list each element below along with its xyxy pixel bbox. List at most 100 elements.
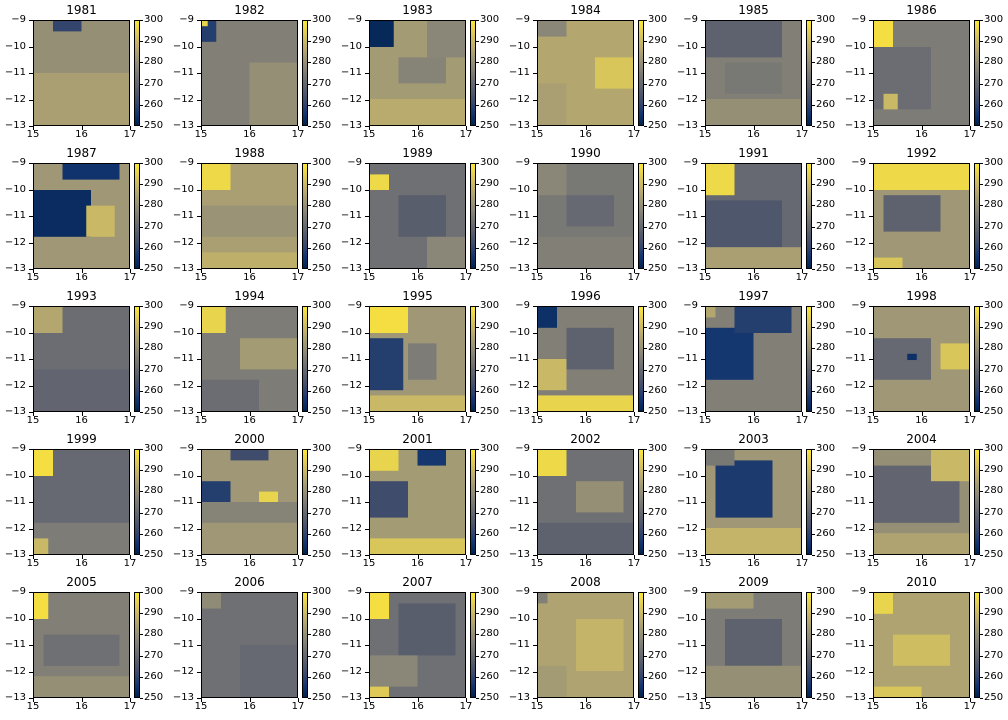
y-tick-label: −9 — [347, 14, 362, 25]
colorbar-tick-mark — [980, 698, 983, 699]
panel-1996: 1996 −9 −10 −11 −12 −13 15 16 17 300 290 280 270 260 2… — [504, 286, 672, 430]
colorbar-tick-label: 300 — [144, 157, 164, 168]
y-tick-mark — [533, 645, 537, 646]
x-tick-label: 15 — [362, 129, 376, 140]
x-tick-mark — [418, 698, 419, 702]
colorbar — [470, 592, 476, 698]
colorbar-tick-mark — [308, 513, 311, 514]
y-tick-label: −13 — [676, 120, 698, 131]
y-tick-mark — [701, 190, 705, 191]
colorbar-tick-label: 300 — [144, 443, 164, 454]
colorbar-tick-mark — [812, 41, 815, 42]
heatmap-cell — [706, 307, 716, 318]
x-tick-label: 15 — [194, 415, 208, 426]
colorbar-tick-mark — [812, 698, 815, 699]
x-tick-mark — [130, 269, 131, 273]
colorbar-tick-mark — [812, 62, 815, 63]
y-tick-label: −10 — [4, 469, 26, 481]
x-tick-label: 16 — [747, 129, 760, 140]
heatmap-cell — [34, 73, 129, 125]
y-tick-label: −9 — [683, 443, 698, 454]
colorbar-tick-label: 280 — [648, 199, 668, 211]
y-tick-label: −9 — [179, 157, 194, 168]
x-tick-mark — [369, 698, 370, 702]
panel-title: 2010 — [906, 575, 937, 589]
colorbar-tick-mark — [812, 592, 815, 593]
heatmap-cell — [874, 47, 931, 110]
colorbar-tick-mark — [140, 412, 143, 413]
colorbar-tick-mark — [140, 513, 143, 514]
y-tick-mark — [701, 386, 705, 387]
colorbar-tick-label: 290 — [648, 35, 668, 47]
colorbar-tick-mark — [644, 698, 647, 699]
colorbar-tick-label: 280 — [480, 342, 500, 354]
colorbar-tick-mark — [812, 491, 815, 492]
y-tick-mark — [197, 555, 201, 556]
colorbar-tick-mark — [308, 656, 311, 657]
colorbar — [974, 20, 980, 126]
colorbar-tick-label: 250 — [984, 692, 1004, 703]
y-tick-label: −11 — [508, 210, 530, 221]
colorbar-tick-label: 290 — [144, 178, 164, 190]
y-tick-mark — [533, 619, 537, 620]
y-tick-label: −11 — [172, 353, 194, 364]
panel-2010: 2010 −9 −10 −11 −12 −13 15 16 17 300 290 280 270 260 2… — [840, 572, 1008, 716]
colorbar-tick-label: 260 — [816, 241, 836, 253]
heatmap-plot — [873, 163, 970, 269]
colorbar-tick-label: 300 — [984, 586, 1004, 597]
x-tick-label: 17 — [459, 129, 473, 140]
y-tick-mark — [533, 502, 537, 503]
y-tick-mark — [197, 216, 201, 217]
y-tick-mark — [29, 20, 33, 21]
colorbar-tick-label: 260 — [312, 241, 332, 253]
y-tick-label: −13 — [4, 120, 26, 131]
heatmap-plot — [33, 449, 130, 555]
colorbar-tick-label: 270 — [144, 506, 164, 518]
colorbar-tick-mark — [140, 306, 143, 307]
y-tick-mark — [365, 73, 369, 74]
colorbar-tick-mark — [308, 613, 311, 614]
y-tick-label: −11 — [508, 639, 530, 650]
colorbar-tick-label: 250 — [312, 692, 332, 703]
y-tick-mark — [197, 190, 201, 191]
x-tick-mark — [970, 269, 971, 273]
heatmap-cell — [706, 528, 801, 554]
colorbar-tick-label: 270 — [984, 506, 1004, 518]
x-tick-mark — [418, 269, 419, 273]
colorbar-tick-label: 260 — [144, 98, 164, 110]
y-tick-label: −11 — [508, 67, 530, 78]
colorbar-tick-label: 300 — [984, 14, 1004, 25]
y-tick-label: −13 — [676, 549, 698, 560]
y-tick-mark — [197, 645, 201, 646]
panel-2005: 2005 −9 −10 −11 −12 −13 15 16 17 300 290 280 270 260 2… — [0, 572, 168, 716]
x-tick-mark — [466, 269, 467, 273]
colorbar-tick-mark — [140, 84, 143, 85]
colorbar-tick-label: 260 — [648, 241, 668, 253]
colorbar-tick-label: 300 — [648, 443, 668, 454]
x-tick-label: 15 — [194, 129, 208, 140]
x-tick-label: 15 — [698, 701, 712, 712]
colorbar-tick-label: 260 — [984, 384, 1004, 396]
colorbar-tick-label: 270 — [480, 363, 500, 375]
heatmap-plot — [201, 592, 298, 698]
colorbar-tick-label: 270 — [648, 363, 668, 375]
x-tick-label: 17 — [963, 129, 977, 140]
x-tick-mark — [586, 126, 587, 130]
x-tick-label: 16 — [915, 272, 928, 283]
y-tick-label: −12 — [340, 236, 362, 248]
panel-1982: 1982 −9 −10 −11 −12 −13 15 16 17 300 290 280 270 260 2… — [168, 0, 336, 144]
heatmap-cell — [370, 450, 399, 471]
y-tick-label: −9 — [851, 586, 866, 597]
x-tick-label: 15 — [362, 701, 376, 712]
x-tick-mark — [201, 269, 202, 273]
y-tick-mark — [29, 555, 33, 556]
y-tick-label: −10 — [676, 469, 698, 481]
heatmap-plot — [369, 449, 466, 555]
y-tick-label: −9 — [347, 586, 362, 597]
colorbar-tick-label: 290 — [312, 321, 332, 333]
heatmap-cell — [34, 593, 49, 619]
colorbar-tick-label: 290 — [648, 321, 668, 333]
colorbar-tick-mark — [308, 634, 311, 635]
y-tick-mark — [29, 645, 33, 646]
y-tick-mark — [869, 386, 873, 387]
